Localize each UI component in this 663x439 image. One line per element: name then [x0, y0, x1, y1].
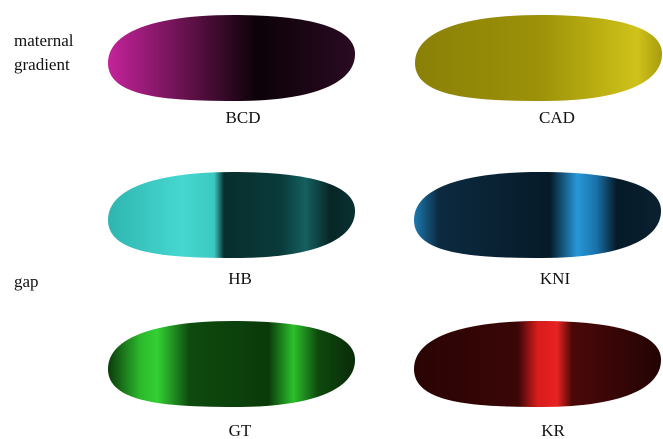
panel-label: GT — [229, 421, 252, 439]
row-label: maternal — [14, 31, 74, 50]
row-label: gap — [14, 272, 39, 291]
embryo-image — [414, 172, 662, 258]
embryo-image — [415, 15, 663, 101]
embryo-image — [108, 321, 356, 407]
panel-label: HB — [228, 269, 252, 288]
panel-label: KR — [541, 421, 565, 439]
embryo-image — [108, 15, 356, 101]
panel-label: KNI — [540, 269, 571, 288]
panel-label: BCD — [226, 108, 261, 127]
row-label: gradient — [14, 55, 70, 74]
embryo-image — [108, 172, 356, 258]
embryo-image — [414, 321, 662, 407]
panel-label: CAD — [539, 108, 575, 127]
